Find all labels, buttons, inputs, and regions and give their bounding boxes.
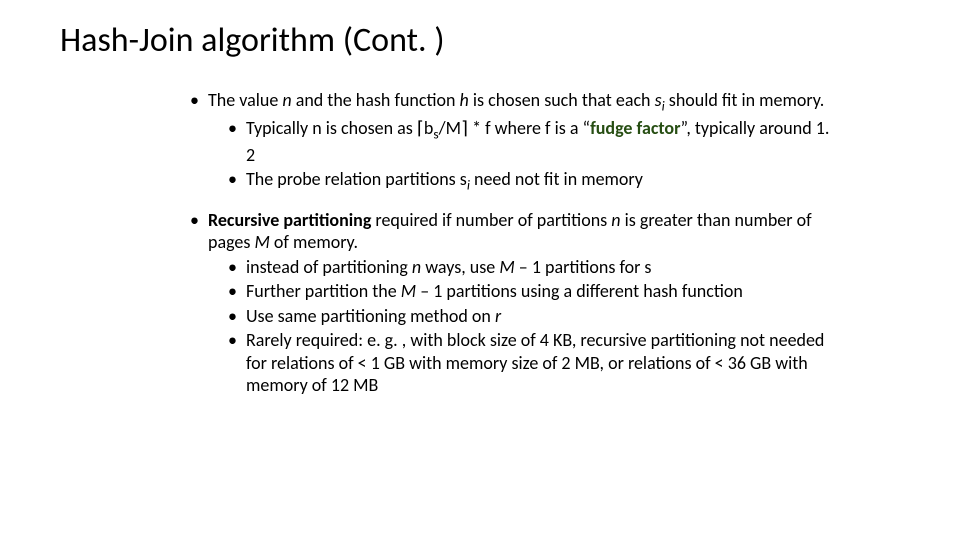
text: of memory.: [270, 231, 358, 253]
fudge-factor: fudge factor: [590, 117, 680, 139]
text: Further partition the: [246, 280, 401, 302]
bullet-item-2-3: Use same partitioning method on r: [228, 305, 830, 328]
var-h: h: [460, 89, 469, 111]
text: required if number of partitions: [371, 209, 611, 231]
bullet-item-2-4: Rarely required: e. g. , with block size…: [228, 329, 830, 397]
var-n: n: [282, 89, 291, 111]
text: * f where f is a: [468, 117, 583, 139]
text: is chosen such that each: [469, 89, 655, 111]
content-body: The value n and the hash function h is c…: [190, 89, 830, 397]
recursive-partitioning: Recursive partitioning: [208, 209, 371, 231]
text: ways, use: [421, 256, 499, 278]
text: Typically n is chosen as: [246, 117, 417, 139]
text: Rarely required: e. g. , with block size…: [246, 329, 824, 396]
bullet-list: The value n and the hash function h is c…: [190, 89, 830, 397]
var-M: M: [499, 256, 514, 278]
bullet-item-1: The value n and the hash function h is c…: [190, 89, 830, 195]
bullet-item-2: Recursive partitioning required if numbe…: [190, 209, 830, 397]
text: instead of partitioning: [246, 256, 412, 278]
var-M: M: [254, 231, 269, 253]
var-M: M: [401, 280, 416, 302]
text: – 1 partitions using a different hash fu…: [416, 280, 743, 302]
page-title: Hash-Join algorithm (Cont. ): [60, 20, 900, 61]
text: – 1 partitions for s: [515, 256, 652, 278]
ceil-l-icon: ⌈: [417, 117, 424, 139]
var-r: r: [495, 305, 501, 327]
quote-open: “: [583, 117, 591, 139]
var-n: n: [412, 256, 421, 278]
bullet-item-2-1: instead of partitioning n ways, use M – …: [228, 256, 830, 279]
text: /M: [439, 117, 461, 139]
text: Use same partitioning method on: [246, 305, 495, 327]
var-bs: b: [424, 117, 433, 139]
slide: Hash-Join algorithm (Cont. ) The value n…: [0, 0, 960, 540]
bullet-item-1-1: Typically n is chosen as ⌈bs/M⌉ * f wher…: [228, 117, 830, 166]
text: and the hash function: [292, 89, 460, 111]
var-s: s: [655, 89, 662, 111]
bullet-item-1-2: The probe relation partitions si need no…: [228, 168, 830, 194]
var-n: n: [611, 209, 620, 231]
text: should fit in memory.: [665, 89, 825, 111]
bullet-item-2-2: Further partition the M – 1 partitions u…: [228, 280, 830, 303]
text: need not fit in memory: [470, 168, 643, 190]
text: The value: [208, 89, 282, 111]
sub-list: instead of partitioning n ways, use M – …: [208, 256, 830, 397]
sub-list: Typically n is chosen as ⌈bs/M⌉ * f wher…: [208, 117, 830, 194]
text: The probe relation partitions s: [246, 168, 467, 190]
ceil-r-icon: ⌉: [461, 117, 468, 139]
